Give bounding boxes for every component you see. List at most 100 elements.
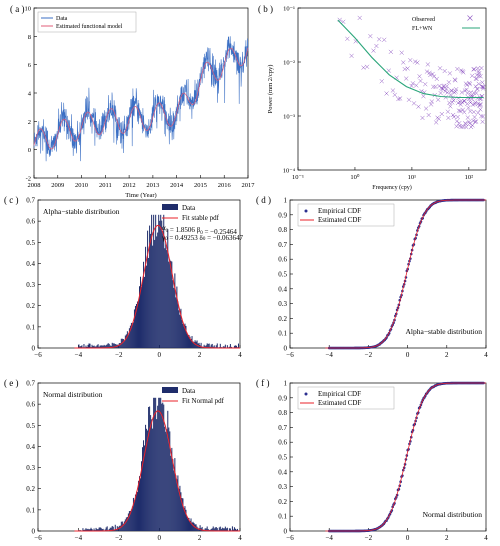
- observed-point: [472, 114, 477, 120]
- histogram-bar: [127, 334, 129, 348]
- histogram-bar: [208, 343, 210, 348]
- histogram-bar: [177, 301, 179, 348]
- x-axis-label: Frequency (cpy): [372, 184, 411, 191]
- histogram-bar: [223, 346, 225, 348]
- x-tick-label: −2: [365, 534, 373, 542]
- histogram-bar: [192, 521, 194, 531]
- observed-point: [472, 101, 478, 107]
- histogram-bar: [95, 346, 97, 348]
- y-tick-label: 0.7: [26, 197, 35, 205]
- histogram-bar: [96, 529, 98, 531]
- observed-point: [361, 65, 366, 70]
- y-tick-label: 0.7: [278, 241, 287, 249]
- histogram-bar: [180, 492, 182, 531]
- y-tick-label: 0.8: [278, 409, 287, 417]
- histogram-bar: [199, 525, 201, 531]
- x-tick-label: 2015: [194, 182, 207, 189]
- histogram-bar: [198, 528, 200, 531]
- histogram-bar: [143, 440, 145, 531]
- histogram-bar: [141, 461, 143, 531]
- histogram-bar: [80, 346, 82, 348]
- histogram-bar: [123, 340, 125, 348]
- histogram-bar: [184, 323, 186, 348]
- histogram-bar: [212, 346, 214, 348]
- observed-point: [448, 104, 453, 109]
- x-tick-label: 0: [406, 351, 410, 359]
- histogram-bar: [78, 344, 80, 348]
- histogram-bar: [85, 528, 87, 531]
- histogram-bar: [128, 328, 130, 348]
- chart-e: −6 −4 −2 0 2 4 0 0.1 0.2 0.3 0.4 0.5 0.6 0.7 Normal di…: [26, 380, 242, 543]
- observed-point: [479, 65, 484, 71]
- panel-letter-f: ( f ): [256, 378, 270, 388]
- observed-point: [357, 15, 362, 21]
- y-tick-label: 10⁻¹: [283, 6, 295, 13]
- observed-point: [473, 84, 478, 89]
- x-tick-label: 10⁰: [350, 173, 360, 181]
- chart-b: 10⁻¹ 10⁰ 10¹ 10² 10⁻⁴ 10⁻³ 10⁻² 10⁻¹ Frequency (…: [267, 6, 487, 191]
- histogram-bar: [97, 529, 99, 531]
- observed-point: [466, 119, 472, 124]
- observed-point: [464, 124, 469, 130]
- estimated-cdf-line: [325, 199, 486, 349]
- histogram-bar: [155, 214, 157, 348]
- observed-point: [364, 64, 370, 69]
- series-data-line: [33, 36, 249, 162]
- observed-point: [402, 66, 407, 72]
- histogram-bar: [213, 528, 215, 531]
- histogram-bar: [157, 405, 159, 531]
- histogram-bar: [104, 345, 106, 348]
- observed-point: [461, 70, 466, 75]
- observed-point: [470, 123, 475, 128]
- histogram-bar: [149, 406, 151, 531]
- observed-point: [345, 36, 350, 41]
- histogram-bar: [91, 344, 93, 348]
- x-tick-label: −6: [286, 534, 294, 542]
- observed-point: [471, 109, 476, 115]
- x-tick-label: −2: [115, 351, 123, 359]
- histogram-bar: [90, 527, 92, 531]
- observed-point: [451, 114, 457, 120]
- histogram-bar: [222, 528, 224, 531]
- histogram-bar: [83, 344, 85, 348]
- observed-point: [471, 67, 476, 72]
- histogram-bar: [119, 343, 121, 348]
- panel-letter-c: ( c ): [4, 195, 19, 205]
- observed-point: [439, 111, 445, 117]
- y-tick-label: 10⁻²: [283, 60, 295, 67]
- observed-point: [467, 82, 473, 87]
- histogram-bar: [99, 527, 101, 531]
- observed-point: [447, 71, 453, 76]
- histogram-bar: [159, 220, 161, 348]
- observed-point: [410, 81, 415, 86]
- y-tick-label: 0.9: [278, 394, 287, 402]
- histogram-bar: [201, 526, 203, 531]
- observed-point: [433, 84, 438, 90]
- observed-point: [465, 90, 470, 96]
- observed-point: [471, 90, 477, 96]
- histogram-bar: [117, 344, 119, 348]
- y-tick-label: 0.6: [278, 439, 287, 447]
- histogram-bar: [200, 342, 202, 348]
- y-tick-label: 0.6: [26, 401, 35, 409]
- histogram-bar: [171, 447, 173, 531]
- histogram-bar: [109, 527, 111, 531]
- histogram-bar: [87, 344, 89, 348]
- histogram-bar: [106, 526, 108, 531]
- histogram-bar: [105, 345, 107, 348]
- histogram-bar: [89, 343, 91, 348]
- legend-box: [297, 203, 395, 227]
- histogram-bar: [183, 507, 185, 531]
- histogram-bar: [161, 220, 163, 348]
- y-tick-label: 1: [284, 197, 288, 205]
- histogram-bar: [166, 250, 168, 348]
- y-tick-label: 0.1: [26, 323, 35, 331]
- observed-point: [405, 66, 410, 71]
- histogram-bar: [206, 526, 208, 531]
- legend-swatch-empirical: [304, 209, 308, 213]
- histogram-bar: [191, 522, 193, 531]
- histogram-bar: [142, 281, 144, 348]
- histogram-bar: [173, 287, 175, 348]
- histogram-bar: [213, 345, 215, 348]
- x-tick-label: 2016: [218, 182, 232, 189]
